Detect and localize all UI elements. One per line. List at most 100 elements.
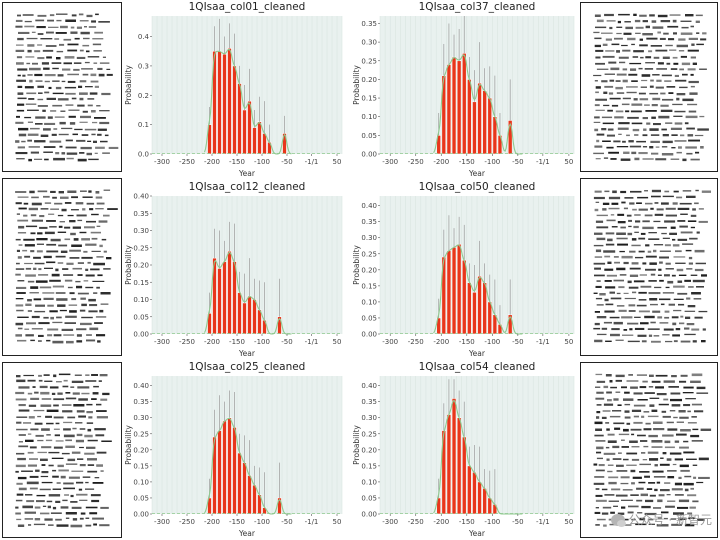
bar [207,124,212,155]
bar [446,414,452,515]
bar [217,268,222,335]
y-axis-label: Probability [124,425,133,465]
chart-col25: 1QIsaa_col25_cleaned 0.00 0.05 0.10 0.15 0.20… [122,360,346,540]
y-tick-label: 0.05 [133,313,149,321]
y-tick-label: 0.30 [361,414,377,422]
bar [456,417,462,515]
y-tick-label: 0.4 [138,33,150,41]
watermark: 公众号 · 新智元 [610,511,712,528]
y-tick-label: 0.35 [361,20,377,28]
bar [247,475,252,515]
x-tick-label: -300 [154,518,170,526]
x-tick-label: -50 [512,158,523,166]
x-tick-label: -50 [281,518,292,526]
x-tick-label: -100 [484,158,500,166]
manuscript-thumbnail-col25 [2,362,122,538]
density-curve [433,244,523,335]
y-tick-label: 0.30 [361,234,377,242]
y-axis-label: Probability [124,65,133,105]
bar [222,420,227,515]
chart-title: 1QIsaa_col37_cleaned [419,1,536,13]
y-tick-label: 0.35 [133,210,149,218]
x-tick-label: -200 [433,158,449,166]
chart-col54: 1QIsaa_col54_cleaned 0.00 0.05 0.10 0.15 0.20… [350,360,578,540]
bar [257,121,262,155]
y-tick-label: 0.05 [361,494,377,502]
bar [252,299,257,335]
y-axis-label: Probability [352,425,361,465]
x-tick-label: -150 [459,338,475,346]
bar [487,97,493,155]
x-tick-label: -100 [254,158,270,166]
x-tick-label: -300 [382,518,398,526]
x-tick-label: -200 [204,338,220,346]
x-tick-label: -200 [433,338,449,346]
manuscript-thumbnail-col37 [580,2,718,172]
bar [482,90,487,155]
y-tick-label: 0.30 [361,39,377,47]
x-tick-label: -100 [254,338,270,346]
x-tick-label: -250 [408,158,424,166]
x-tick-label: -50 [281,338,292,346]
x-tick-label: -150 [229,338,245,346]
x-tick-label: -250 [179,338,195,346]
bar [441,430,447,515]
y-tick-label: 0.00 [133,511,149,519]
chart-col12: 1QIsaa_col12_cleaned 0.00 0.05 0.10 0.15 0.20… [122,180,346,360]
chart-title: 1QIsaa_col54_cleaned [419,361,536,373]
bar [441,256,447,335]
manuscript-thumbnail-col50 [580,178,718,356]
bar [461,52,467,155]
y-tick-label: 0.40 [361,202,377,210]
x-tick-label: -150 [229,158,245,166]
x-tick-label: -200 [204,518,220,526]
x-tick-label: -50 [512,338,523,346]
x-tick-label: -50 [512,518,523,526]
y-tick-label: 0.30 [133,414,149,422]
y-tick-label: 0.3 [138,62,149,70]
y-tick-label: 0.10 [361,298,377,306]
y-tick-label: 0.1 [138,121,149,129]
y-tick-label: 0.15 [361,95,377,103]
x-tick-label: -200 [433,518,449,526]
density-curve [433,54,523,155]
bar [451,56,457,155]
bar [252,127,257,155]
y-tick-label: 0.00 [133,331,149,339]
bar [222,53,227,155]
x-tick-label: 50 [564,518,573,526]
x-tick-label: -250 [179,158,195,166]
x-axis-label: Year [468,169,486,178]
y-tick-label: 0.35 [361,398,377,406]
y-axis-label: Probability [124,245,133,285]
bar [242,302,247,335]
y-tick-label: 0.10 [361,478,377,486]
bar [222,261,227,335]
y-tick-label: 0.20 [361,446,377,454]
x-tick-label: -300 [382,338,398,346]
density-curve [204,417,292,515]
manuscript-thumbnail-col01 [2,2,122,172]
bar [482,488,487,515]
x-tick-label: -150 [229,518,245,526]
x-tick-label: -1/1 [305,518,319,526]
bar [477,275,482,335]
x-tick-label: -250 [179,518,195,526]
y-tick-label: 0.25 [133,430,149,438]
x-tick-label: -1/1 [536,338,550,346]
y-tick-label: 0.20 [133,446,149,454]
x-tick-label: 50 [333,338,342,346]
y-tick-label: 0.40 [361,382,377,390]
y-tick-label: 0.15 [361,462,377,470]
bar [451,398,457,515]
x-tick-label: -250 [408,338,424,346]
chart-col01: 1QIsaa_col01_cleaned 0.0 0.1 0.2 0.3 0.4 -300 -… [122,0,346,180]
y-tick-label: 0.00 [361,151,377,159]
y-tick-label: 0.25 [133,244,149,252]
bar [227,250,232,335]
x-axis-label: Year [468,349,486,358]
bar [237,83,242,155]
bar [242,109,247,155]
y-tick-label: 0.10 [133,478,149,486]
y-tick-label: 0.05 [361,132,377,140]
